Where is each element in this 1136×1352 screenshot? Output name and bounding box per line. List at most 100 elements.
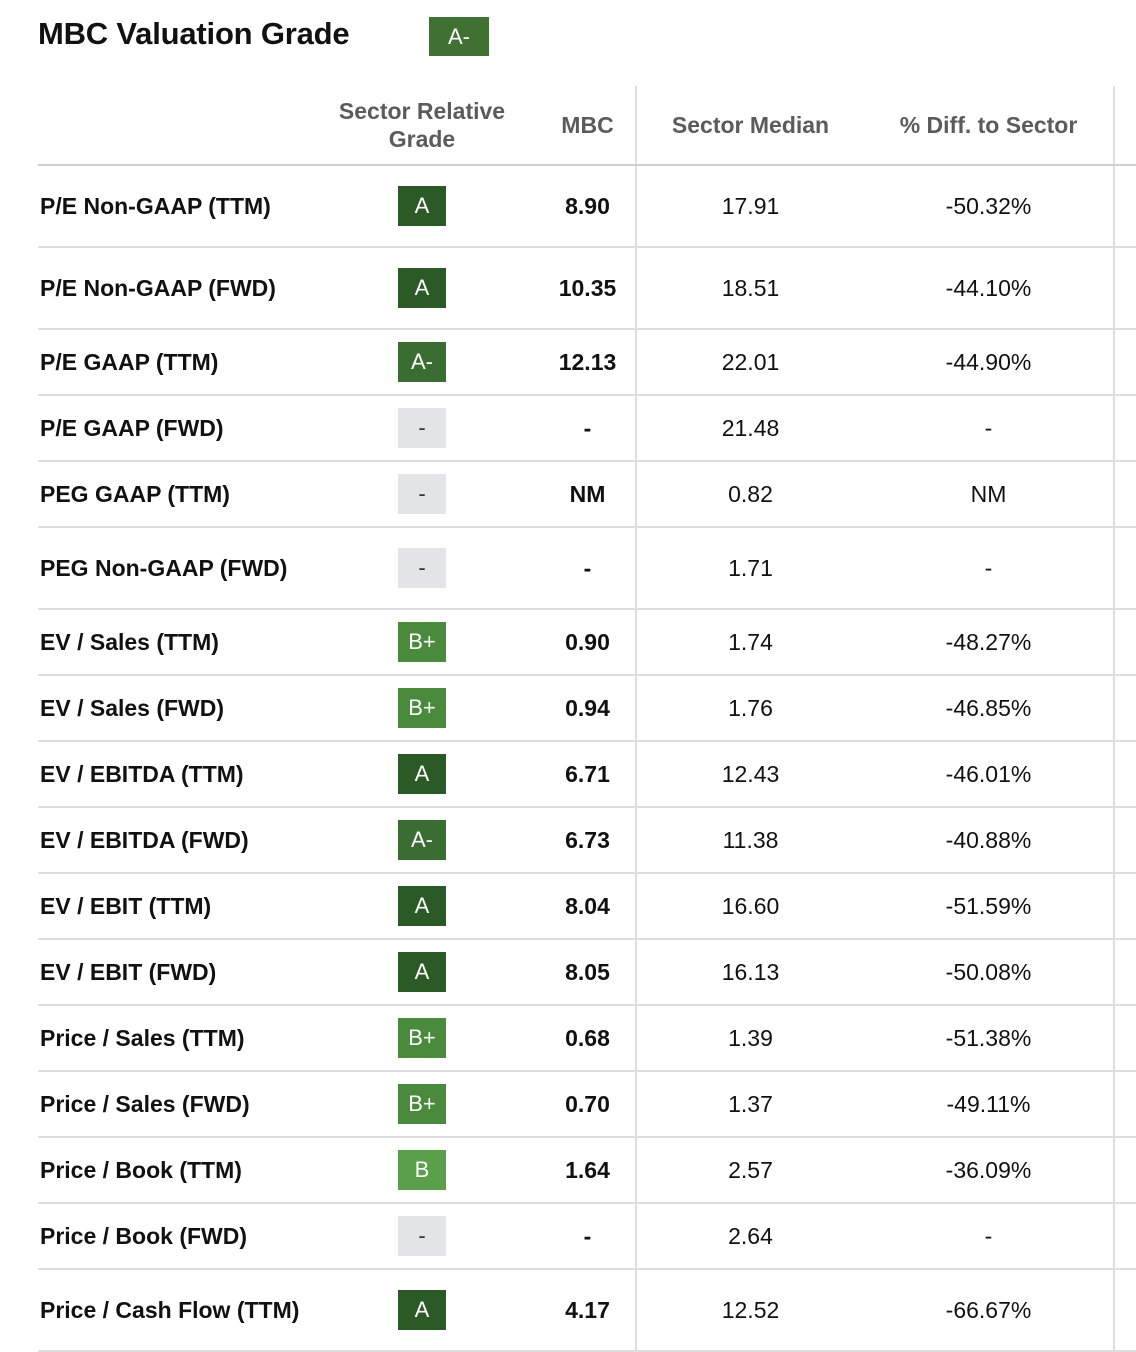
mbc-value: 6.71 [540,741,637,808]
grade-cell: B+ [304,1071,540,1138]
diff-value: -51.38% [864,1005,1115,1072]
grade-cell: - [304,395,540,462]
overflow-cell [1114,247,1136,330]
sector-median-value: 16.13 [636,939,864,1006]
overflow-cell [1114,329,1136,396]
sector-median-value: 2.64 [636,1203,864,1270]
metric-name[interactable]: Price / Cash Flow (TTM) [38,1269,304,1352]
metric-name[interactable]: PEG GAAP (TTM) [38,461,304,528]
metric-name[interactable]: Price / Book (TTM) [38,1137,304,1204]
grade-cell: B+ [304,1005,540,1072]
table-row: EV / Sales (FWD) B+ 0.94 1.76 -46.85% [38,675,1136,742]
column-header-grade[interactable]: Sector Relative Grade [304,86,540,166]
metric-name[interactable]: PEG Non-GAAP (FWD) [38,527,304,610]
table-row: Price / Sales (FWD) B+ 0.70 1.37 -49.11% [38,1071,1136,1138]
grade-cell: A [304,873,540,940]
grade-cell: A [304,1269,540,1352]
overflow-cell [1114,527,1136,610]
diff-value: -40.88% [864,807,1115,874]
table-row: Price / Cash Flow (TTM) A 4.17 12.52 -66.67% [38,1269,1136,1352]
metric-name[interactable]: Price / Sales (FWD) [38,1071,304,1138]
table-row: Price / Book (FWD) - -2.64- [38,1203,1136,1270]
mbc-value: 4.17 [540,1269,637,1352]
sector-median-value: 1.71 [636,527,864,610]
grade-badge: B+ [398,1018,446,1058]
metric-name[interactable]: EV / EBIT (FWD) [38,939,304,1006]
grade-badge: A- [398,820,446,860]
grade-cell: B [304,1137,540,1204]
mbc-value: 0.70 [540,1071,637,1138]
metric-name[interactable]: P/E GAAP (FWD) [38,395,304,462]
column-header-metric [38,86,304,166]
metric-name[interactable]: EV / Sales (TTM) [38,609,304,676]
mbc-value: 1.64 [540,1137,637,1204]
diff-value: -49.11% [864,1071,1115,1138]
grade-badge: - [398,474,446,514]
mbc-value: 12.13 [540,329,637,396]
grade-cell: A [304,741,540,808]
grade-badge: - [398,408,446,448]
mbc-value: 8.05 [540,939,637,1006]
table-body: P/E Non-GAAP (TTM) A 8.90 17.91 -50.32% P/E N… [38,165,1136,1352]
column-header-mbc[interactable]: MBC [540,86,637,166]
mbc-value: 6.73 [540,807,637,874]
grade-cell: A [304,247,540,330]
metric-name[interactable]: Price / Book (FWD) [38,1203,304,1270]
grade-badge: A [398,1290,446,1330]
diff-value: NM [864,461,1115,528]
overflow-cell [1114,165,1136,248]
sector-median-value: 1.37 [636,1071,864,1138]
grade-cell: B+ [304,675,540,742]
sector-median-value: 12.52 [636,1269,864,1352]
overflow-cell [1114,609,1136,676]
table-row: EV / EBIT (FWD) A 8.05 16.13 -50.08% [38,939,1136,1006]
metric-name[interactable]: EV / Sales (FWD) [38,675,304,742]
diff-value: - [864,1203,1115,1270]
mbc-value: NM [540,461,637,528]
table-row: Price / Sales (TTM) B+ 0.68 1.39 -51.38% [38,1005,1136,1072]
overflow-cell [1114,1269,1136,1352]
diff-value: -36.09% [864,1137,1115,1204]
grade-badge: - [398,1216,446,1256]
diff-value: -48.27% [864,609,1115,676]
mbc-value: 8.90 [540,165,637,248]
metric-name[interactable]: P/E Non-GAAP (TTM) [38,165,304,248]
metric-name[interactable]: P/E Non-GAAP (FWD) [38,247,304,330]
column-header-sector-median[interactable]: Sector Median [636,86,864,166]
diff-value: -51.59% [864,873,1115,940]
sector-median-value: 16.60 [636,873,864,940]
sector-median-value: 21.48 [636,395,864,462]
grade-cell: A [304,165,540,248]
grade-cell: - [304,1203,540,1270]
metric-name[interactable]: EV / EBIT (TTM) [38,873,304,940]
table-row: PEG Non-GAAP (FWD) - -1.71- [38,527,1136,610]
diff-value: -46.01% [864,741,1115,808]
overflow-cell [1114,873,1136,940]
grade-badge: B+ [398,622,446,662]
grade-badge: B [398,1150,446,1190]
overflow-cell [1114,675,1136,742]
table-row: EV / Sales (TTM) B+ 0.90 1.74 -48.27% [38,609,1136,676]
table-row: PEG GAAP (TTM) - NM 0.82 NM [38,461,1136,528]
mbc-value: 0.90 [540,609,637,676]
grade-cell: A [304,939,540,1006]
metric-name[interactable]: P/E GAAP (TTM) [38,329,304,396]
metric-name[interactable]: EV / EBITDA (TTM) [38,741,304,808]
table-row: P/E GAAP (TTM) A- 12.13 22.01 -44.90% [38,329,1136,396]
grade-cell: - [304,527,540,610]
table-row: EV / EBITDA (FWD) A- 6.73 11.38 -40.88% [38,807,1136,874]
diff-value: -46.85% [864,675,1115,742]
sector-median-value: 18.51 [636,247,864,330]
sector-median-value: 12.43 [636,741,864,808]
grade-cell: A- [304,329,540,396]
grade-badge: B+ [398,1084,446,1124]
metric-name[interactable]: Price / Sales (TTM) [38,1005,304,1072]
column-header-diff[interactable]: % Diff. to Sector [864,86,1115,166]
mbc-value: - [540,395,637,462]
grade-badge: A [398,186,446,226]
sector-median-value: 22.01 [636,329,864,396]
table-row: P/E GAAP (FWD) - -21.48- [38,395,1136,462]
mbc-value: 0.68 [540,1005,637,1072]
grade-cell: - [304,461,540,528]
metric-name[interactable]: EV / EBITDA (FWD) [38,807,304,874]
